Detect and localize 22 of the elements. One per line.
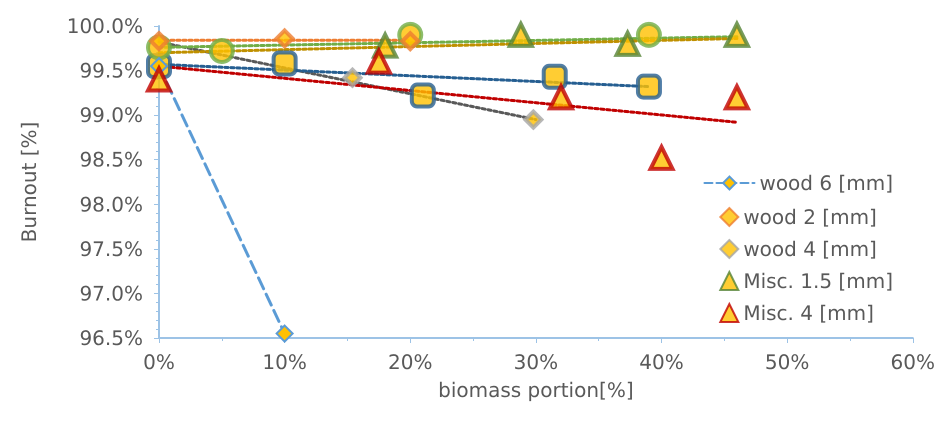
y-tick-label: 98.5% xyxy=(79,148,143,172)
x-tick-label: 10% xyxy=(262,350,307,374)
x-tick-label: 20% xyxy=(388,350,432,374)
x-tick-label: 40% xyxy=(639,350,684,374)
legend-label: Misc. 4 [mm] xyxy=(743,301,874,325)
y-tick-label: 97.0% xyxy=(79,281,143,306)
legend-label: Misc. 1.5 [mm] xyxy=(743,269,894,293)
x-tick-label: 0% xyxy=(143,350,175,374)
y-tick-label: 99.5% xyxy=(79,58,143,83)
y-tick-label: 97.5% xyxy=(79,236,143,261)
y-tick-label: 98.0% xyxy=(79,192,143,216)
legend-label: wood 2 [mm] xyxy=(743,205,877,229)
legend-label: wood 4 [mm] xyxy=(743,237,877,261)
y-tick-label: 99.0% xyxy=(79,103,143,128)
y-axis-title: Burnout [%] xyxy=(17,122,41,242)
y-tick-label: 100.0% xyxy=(66,14,143,38)
y-tick-label: 96.5% xyxy=(79,326,143,350)
x-tick-label: 30% xyxy=(514,350,558,374)
x-axis-title: biomass portion[%] xyxy=(438,378,634,402)
legend-label: wood 6 [mm] xyxy=(759,171,894,195)
x-tick-label: 60% xyxy=(890,350,935,374)
x-tick-label: 50% xyxy=(764,350,810,374)
